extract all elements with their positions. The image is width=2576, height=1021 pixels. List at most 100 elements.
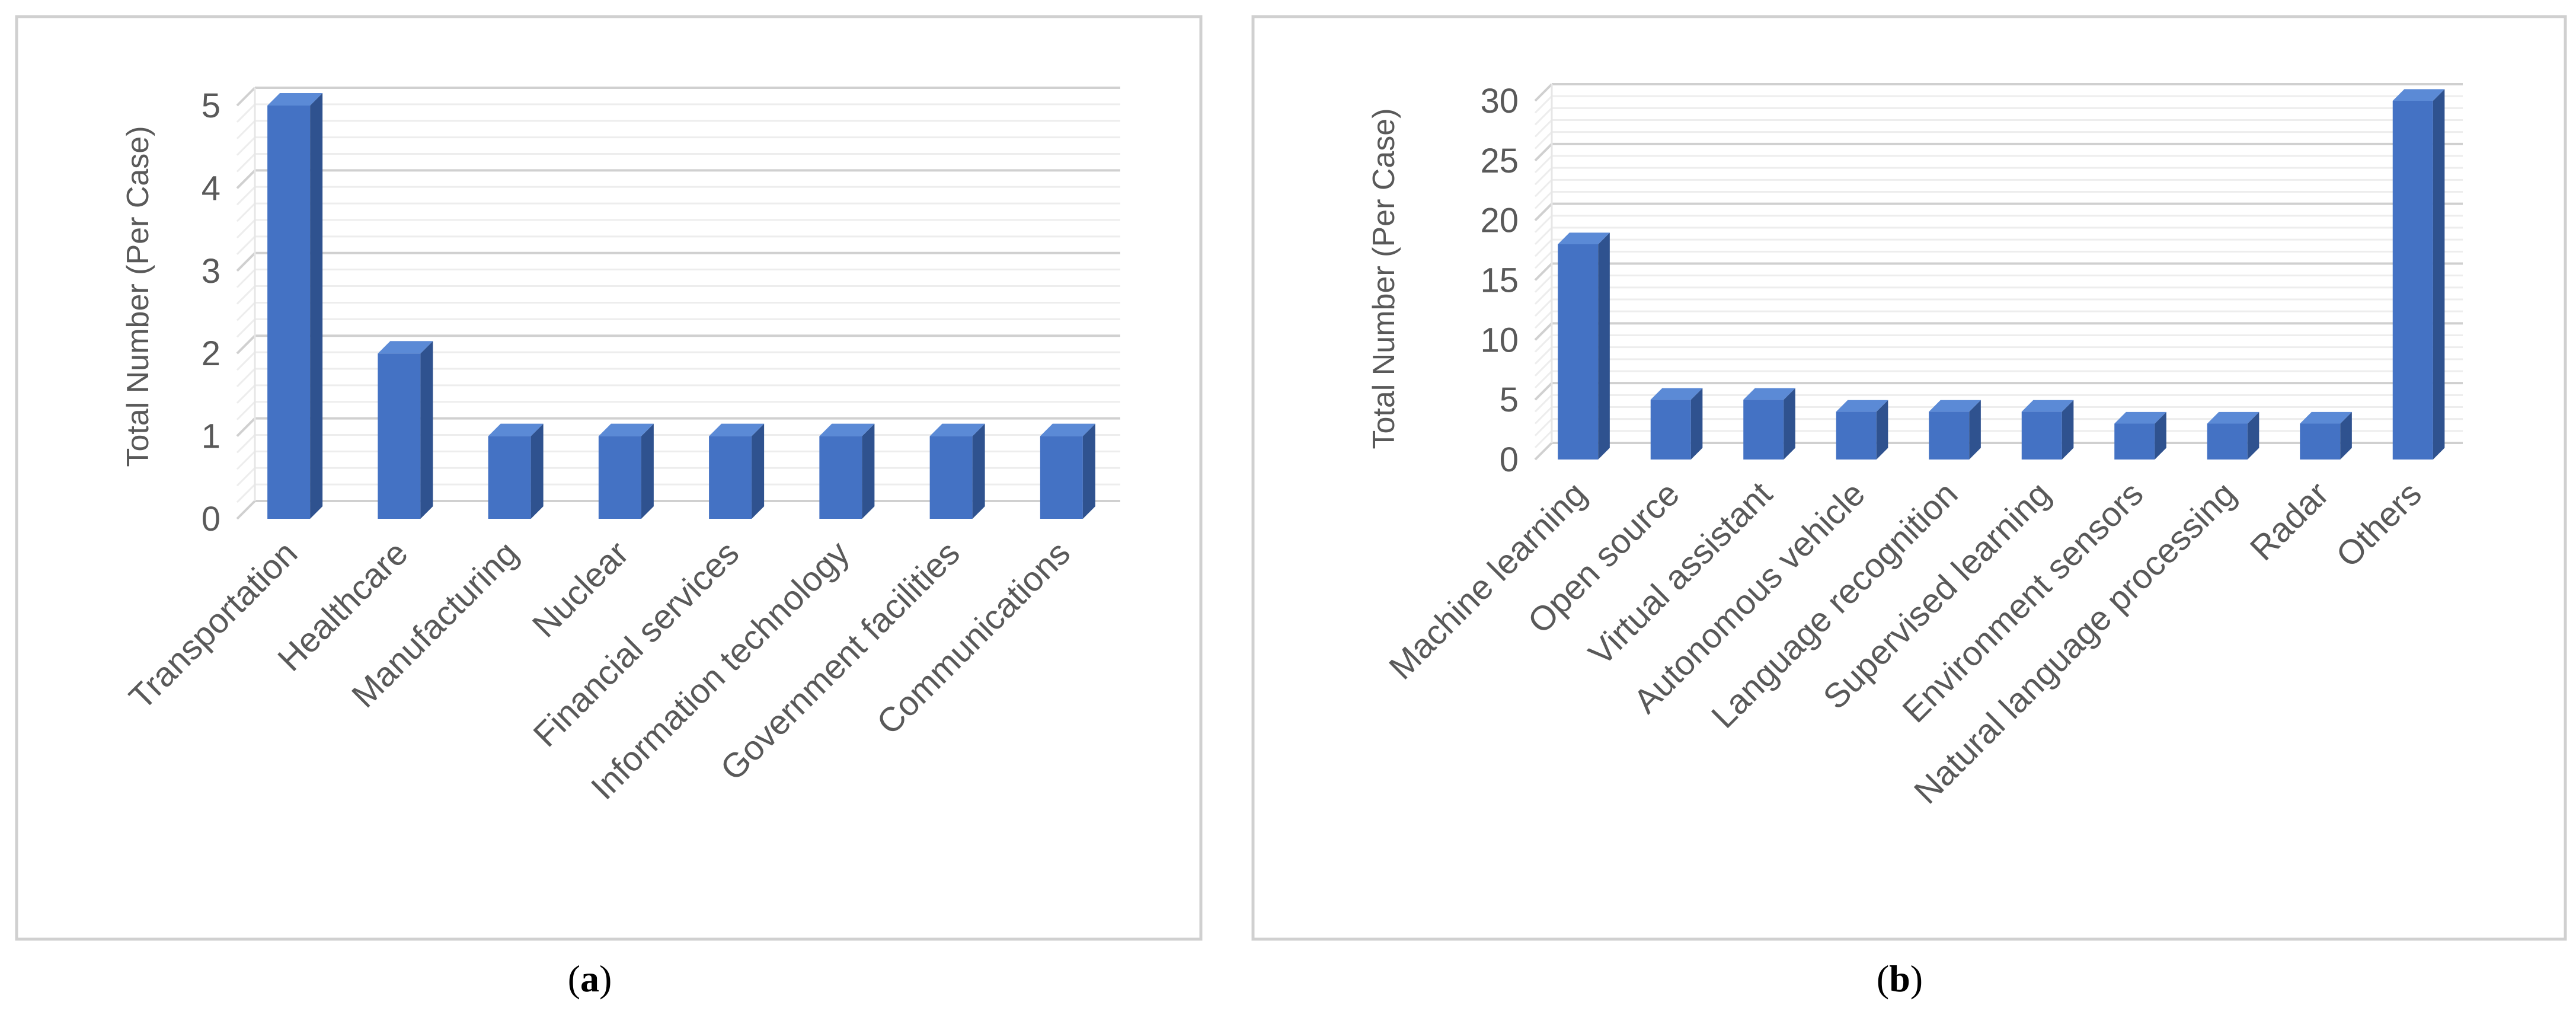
- bar-top: [1650, 388, 1703, 400]
- bar: [819, 423, 875, 519]
- gridline-connector: [236, 318, 256, 338]
- gridline-connector: [1534, 179, 1553, 197]
- bar: [2207, 411, 2259, 460]
- bar-front: [598, 436, 641, 519]
- bar-top: [1836, 400, 1888, 412]
- gridline-connector: [236, 467, 256, 487]
- gridline-connector: [1534, 394, 1553, 413]
- bar-top: [488, 423, 544, 436]
- bar-side: [310, 93, 323, 519]
- bar-top: [1558, 232, 1610, 244]
- bar: [709, 423, 765, 519]
- gridline-connector: [236, 203, 256, 222]
- y-axis-a: 0 1 2 3 4 5: [202, 87, 220, 538]
- bar-side: [1598, 232, 1610, 460]
- y-tick-label: 5: [202, 87, 220, 125]
- gridline-connector: [1534, 131, 1553, 149]
- gridline-connector: [236, 368, 256, 388]
- bar-top: [819, 423, 875, 436]
- y-tick-label: 15: [1480, 261, 1519, 300]
- bar-front: [2114, 423, 2155, 460]
- bar: [2021, 400, 2074, 460]
- y-axis-label-a: Total Number (Per Case): [121, 126, 155, 467]
- gridline-connector: [236, 252, 256, 272]
- gridline-connector: [236, 153, 256, 173]
- y-tick-label: 0: [202, 500, 220, 538]
- gridline-connector: [1534, 430, 1553, 448]
- bar-front: [1650, 400, 1691, 460]
- bar-side: [972, 423, 985, 519]
- bar: [2114, 411, 2166, 460]
- y-tick-label: 3: [202, 252, 220, 291]
- y-tick-label: 5: [1500, 381, 1519, 419]
- bar-side: [862, 423, 875, 519]
- bar-top: [929, 423, 985, 436]
- y-tick-label: 1: [202, 417, 220, 456]
- gridline-connector: [236, 169, 256, 189]
- bar-side: [530, 423, 544, 519]
- bar-side: [1082, 423, 1095, 519]
- gridline-connector: [236, 384, 256, 404]
- gridline-connector: [1534, 370, 1553, 389]
- gridline-connector: [1534, 143, 1553, 162]
- gridline-connector: [1534, 382, 1553, 401]
- bar-top: [2300, 411, 2352, 424]
- bar: [1836, 400, 1888, 460]
- bar-front: [1836, 411, 1877, 460]
- bar-side: [2155, 411, 2166, 460]
- bar-side: [641, 423, 654, 519]
- gridline-connector: [1534, 322, 1553, 341]
- bar: [2300, 411, 2352, 460]
- gridline-connector: [236, 87, 256, 107]
- y-tick-label: 30: [1480, 82, 1519, 120]
- bar: [598, 423, 654, 519]
- gridline-connector: [1534, 418, 1553, 436]
- bar: [1650, 388, 1703, 460]
- gridline-connector: [236, 103, 256, 123]
- bar-side: [2247, 411, 2259, 460]
- caption-b-letter: b: [1889, 958, 1910, 1000]
- bar-top: [1743, 388, 1795, 400]
- gridline-connector: [236, 302, 256, 321]
- bar-side: [2340, 411, 2352, 460]
- gridline-connector: [236, 334, 256, 355]
- y-tick-label: 10: [1480, 321, 1519, 359]
- bar-side: [2433, 89, 2445, 460]
- bar-top: [1040, 423, 1095, 436]
- bar-top: [709, 423, 765, 436]
- bar-top: [2021, 400, 2074, 412]
- bar: [1929, 400, 1981, 460]
- gridline-connector: [236, 235, 256, 255]
- bar-front: [1558, 244, 1599, 460]
- bar-front: [709, 436, 752, 519]
- gridline-connector: [1534, 275, 1553, 293]
- gridline-connector: [236, 500, 256, 520]
- gridline-connector: [236, 451, 256, 470]
- caption-b: (b): [1877, 958, 1923, 1000]
- bar-side: [1876, 400, 1888, 460]
- gridline-connector: [236, 484, 256, 503]
- y-tick-label: 25: [1480, 142, 1519, 180]
- bar: [378, 341, 433, 519]
- gridline-connector: [1534, 406, 1553, 425]
- bar-front: [2021, 411, 2062, 460]
- bar: [1743, 388, 1795, 460]
- gridline-connector: [1534, 119, 1553, 138]
- bar-side: [2062, 400, 2074, 460]
- gridline-connector: [1534, 83, 1553, 102]
- bar-front: [819, 436, 862, 519]
- bar-front: [1929, 411, 1970, 460]
- gridline-connector: [1534, 191, 1553, 209]
- bar-front: [929, 436, 973, 519]
- gridline-connector: [236, 434, 256, 454]
- gridline-connector: [236, 401, 256, 420]
- gridline-connector: [1534, 311, 1553, 329]
- bar-top: [2114, 411, 2166, 424]
- y-axis-b: 0 5 10 15 20 25 30: [1480, 82, 1519, 479]
- gridline-connector: [1534, 263, 1553, 281]
- y-tick-label: 0: [1500, 441, 1519, 479]
- gridline-connector: [1534, 251, 1553, 269]
- gridline-connector: [1534, 107, 1553, 126]
